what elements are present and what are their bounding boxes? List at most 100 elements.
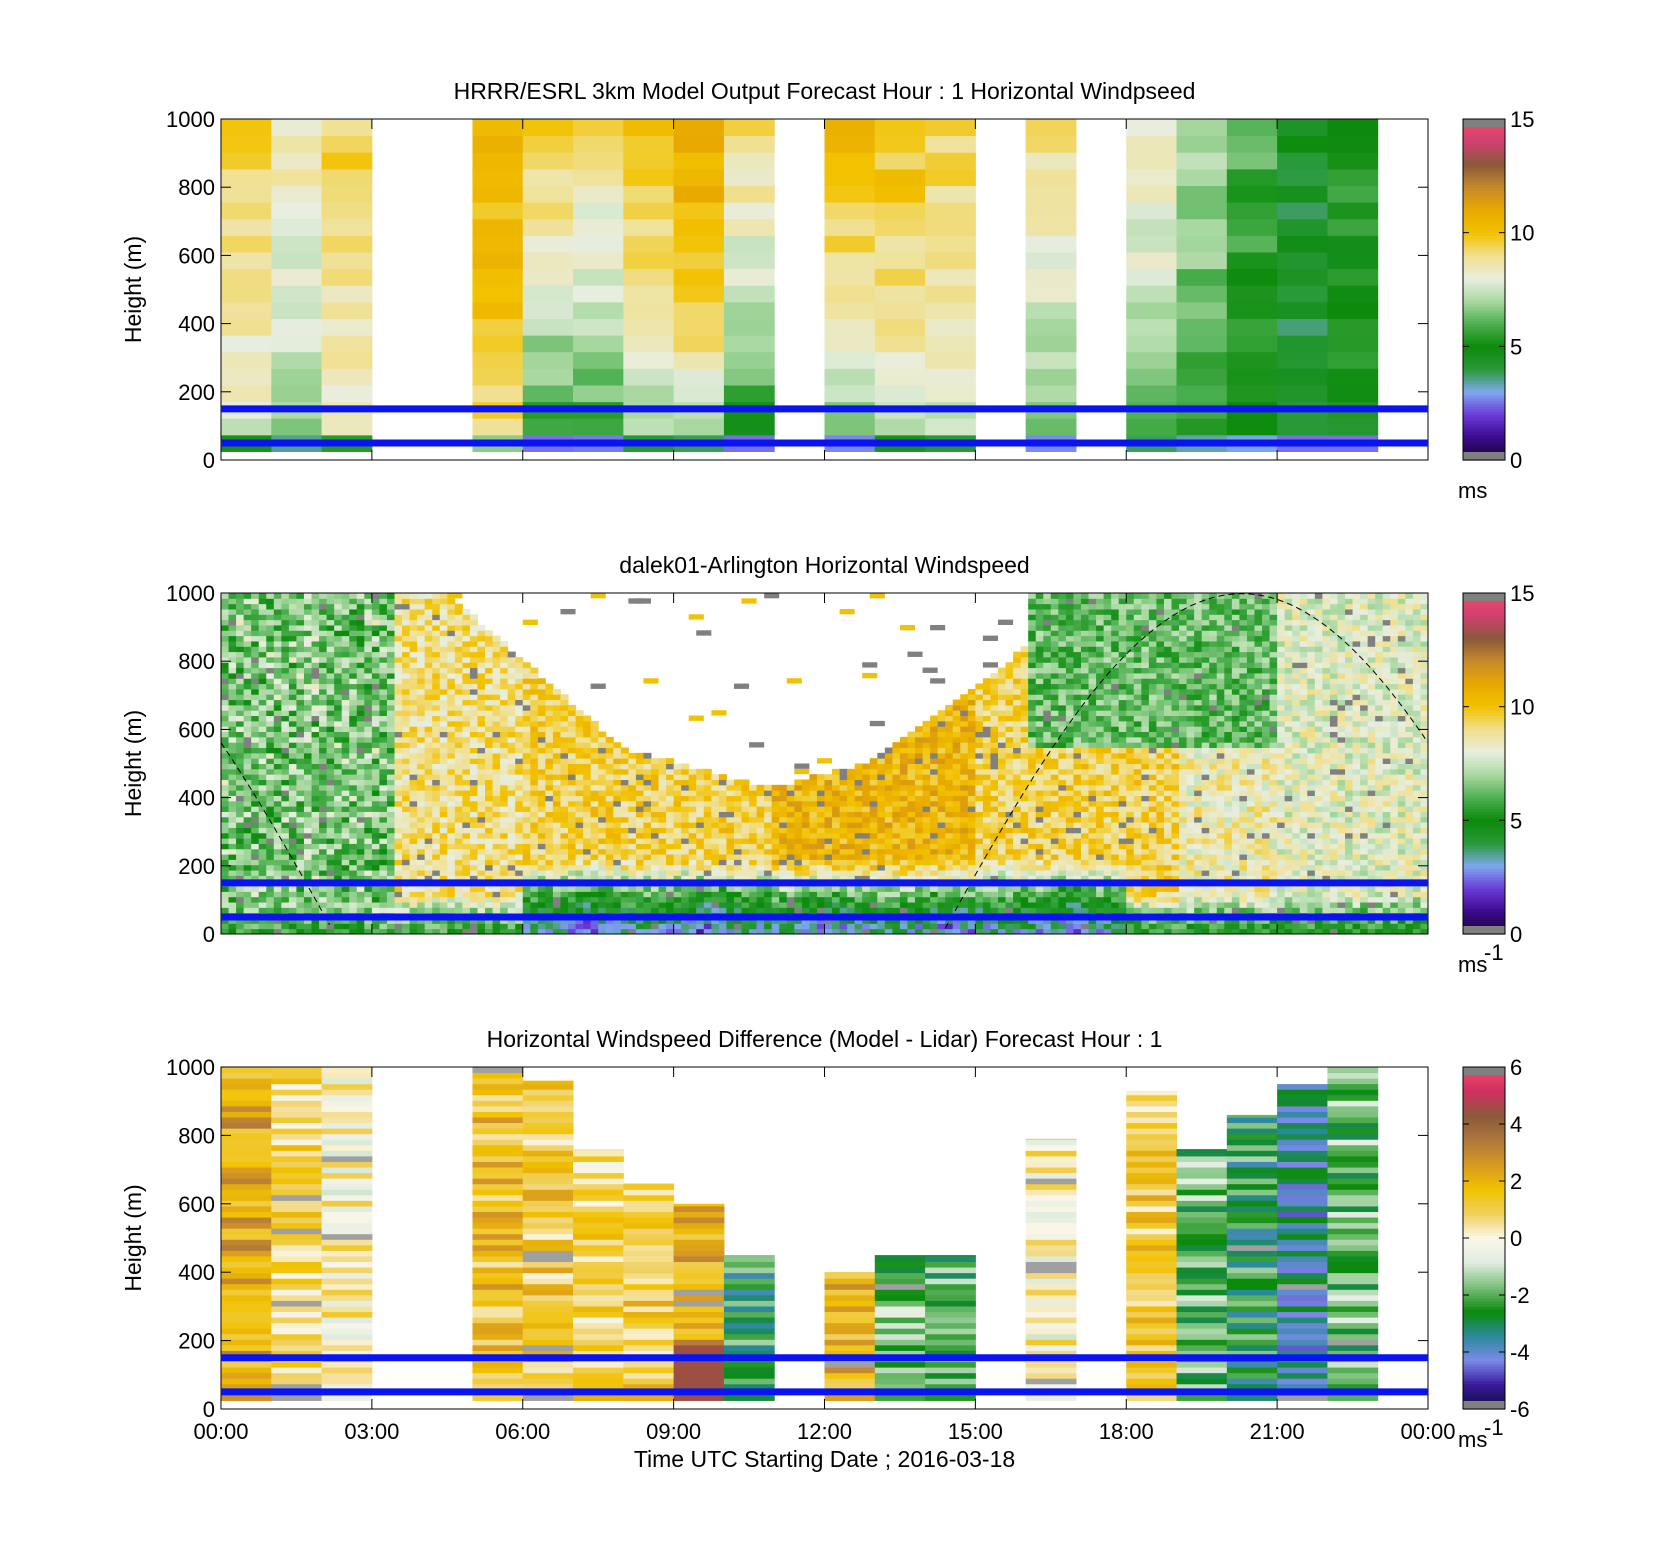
heatmap-cell <box>718 848 727 855</box>
heatmap-cell <box>303 593 313 599</box>
heatmap-cell <box>703 870 712 876</box>
heatmap-cell <box>477 742 486 749</box>
heatmap-cell <box>620 902 629 908</box>
heatmap-cell <box>568 832 577 839</box>
heatmap-cell <box>741 896 750 903</box>
heatmap-cell <box>688 918 697 924</box>
heatmap-cell <box>266 811 275 818</box>
heatmap-cell <box>341 752 350 759</box>
heatmap-cell <box>862 902 871 908</box>
heatmap-cell <box>583 859 592 866</box>
heatmap-cell <box>749 870 758 876</box>
heatmap-cell <box>447 752 456 759</box>
heatmap-cell <box>688 614 704 620</box>
heatmap-cell <box>733 923 743 930</box>
heatmap-cell <box>303 672 313 679</box>
colorbar-segment <box>1463 312 1505 316</box>
heatmap-cell <box>439 614 448 621</box>
heatmap-cell <box>341 795 350 802</box>
heatmap-cell <box>221 843 230 850</box>
heatmap-cell <box>432 784 441 791</box>
heatmap-cell <box>764 928 773 935</box>
heatmap-cell <box>251 870 260 876</box>
heatmap-cell <box>386 886 396 892</box>
heatmap-cell <box>447 699 456 706</box>
heatmap-cell <box>402 619 411 626</box>
colorbar-segment <box>1463 377 1505 382</box>
heatmap-cell <box>854 896 863 903</box>
heatmap-cell <box>281 694 290 701</box>
heatmap-cell <box>251 838 260 844</box>
heatmap-cell <box>892 742 901 749</box>
heatmap-cell <box>281 896 290 903</box>
heatmap-cell <box>402 870 411 876</box>
heatmap-cell <box>666 758 675 764</box>
heatmap-cell <box>892 800 901 807</box>
heatmap-cell <box>552 699 561 706</box>
heatmap-cell <box>485 870 494 876</box>
heatmap-cell <box>620 886 629 892</box>
colorbar-segment <box>1463 343 1505 347</box>
heatmap-cell <box>892 838 901 844</box>
heatmap-cell <box>643 752 652 759</box>
heatmap-cell <box>349 827 358 834</box>
heatmap-cell <box>764 891 773 898</box>
heatmap-cell <box>507 923 516 930</box>
heatmap-cell <box>251 608 260 615</box>
heatmap-cell <box>832 843 841 850</box>
heatmap-cell <box>741 827 750 834</box>
heatmap-cell <box>899 784 908 791</box>
heatmap-cell <box>681 859 690 866</box>
heatmap-cell <box>628 838 637 844</box>
heatmap-cell <box>522 285 574 303</box>
heatmap-cell <box>884 875 893 882</box>
heatmap-cell <box>552 742 561 749</box>
heatmap-cell <box>356 907 365 914</box>
heatmap-cell <box>522 800 531 807</box>
heatmap-cell <box>273 832 282 839</box>
heatmap-cell <box>417 843 426 850</box>
heatmap-cell <box>379 928 388 935</box>
heatmap-cell <box>341 614 350 621</box>
heatmap-cell <box>334 662 343 669</box>
heatmap-cell <box>477 720 486 727</box>
heatmap-cell <box>319 827 328 834</box>
heatmap-cell <box>341 848 350 855</box>
heatmap-cell <box>432 923 441 930</box>
heatmap-cell <box>575 731 584 738</box>
heatmap-cell <box>930 843 939 850</box>
heatmap-cell <box>681 800 690 807</box>
heatmap-cell <box>741 907 750 914</box>
heatmap-cell <box>779 827 788 834</box>
heatmap-cell <box>477 656 486 663</box>
colorbar-segment <box>1463 329 1505 333</box>
heatmap-cell <box>462 907 471 914</box>
heatmap-cell <box>356 624 365 631</box>
heatmap-cell <box>666 854 675 860</box>
heatmap-cell <box>462 747 471 754</box>
panel-1-heatmap <box>221 119 1379 452</box>
heatmap-cell <box>869 870 878 876</box>
heatmap-cell <box>726 902 735 908</box>
heatmap-cell <box>620 800 629 807</box>
heatmap-cell <box>258 763 267 770</box>
heatmap-cell <box>937 896 946 903</box>
heatmap-cell <box>402 886 411 892</box>
heatmap-cell <box>334 598 343 605</box>
heatmap-cell <box>273 902 282 908</box>
heatmap-cell <box>899 843 908 850</box>
heatmap-cell <box>877 827 886 834</box>
heatmap-cell <box>575 896 584 903</box>
heatmap-cell <box>349 662 358 669</box>
heatmap-cell <box>1176 168 1228 186</box>
heatmap-cell <box>469 779 478 786</box>
heatmap-cell <box>349 816 358 823</box>
heatmap-cell <box>915 736 924 743</box>
heatmap-cell <box>824 891 833 898</box>
heatmap-cell <box>379 827 388 834</box>
heatmap-cell <box>613 928 622 935</box>
heatmap-cell <box>356 848 365 855</box>
heatmap-cell <box>266 614 275 621</box>
heatmap-cell <box>402 640 411 647</box>
heatmap-cell <box>635 763 644 770</box>
